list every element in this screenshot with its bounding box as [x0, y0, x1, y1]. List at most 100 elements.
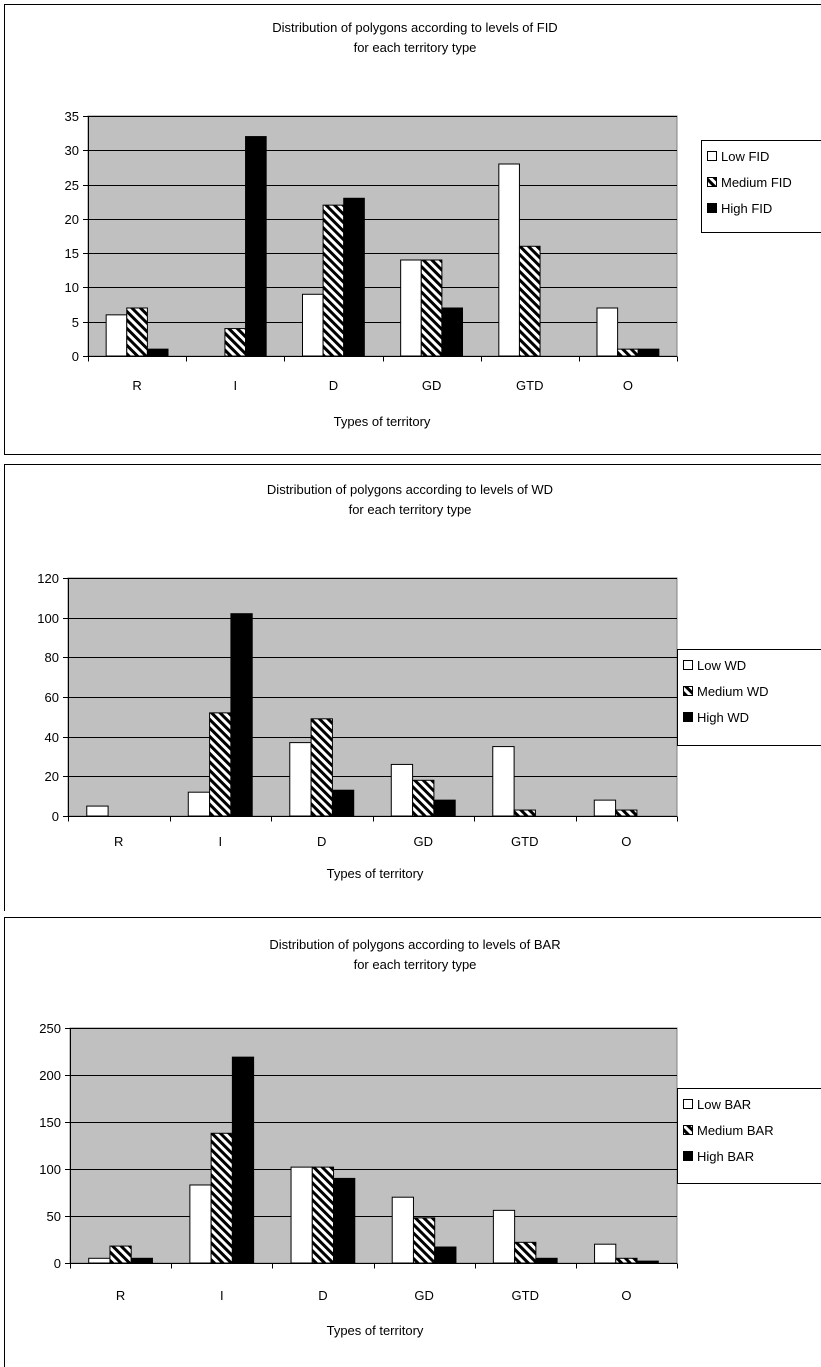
- y-tick-label: 10: [65, 280, 79, 295]
- bar-black: [230, 613, 253, 817]
- bar-white: [105, 314, 128, 357]
- bar-black: [535, 1257, 558, 1264]
- legend-label: High FID: [721, 201, 772, 216]
- bar-hatch: [514, 1241, 537, 1264]
- y-tick-label: 150: [39, 1115, 61, 1130]
- y-tick-label: 60: [45, 690, 59, 705]
- chart-panel-bar: Distribution of polygons according to le…: [0, 915, 821, 1367]
- bar-black: [434, 1246, 457, 1264]
- bar-hatch: [615, 809, 638, 817]
- chart-panel-fid: Distribution of polygons according to le…: [0, 0, 821, 456]
- bar-black: [433, 799, 456, 817]
- legend-label: Medium FID: [721, 175, 792, 190]
- legend-label: Medium WD: [697, 684, 769, 699]
- bar-hatch: [322, 204, 345, 357]
- bar-white: [594, 1243, 617, 1264]
- legend-swatch: [683, 1125, 693, 1135]
- legend-label: High BAR: [697, 1149, 754, 1164]
- category-label: R: [116, 1288, 125, 1303]
- bar-white: [189, 1184, 212, 1264]
- legend-swatch: [707, 177, 717, 187]
- bar-white: [492, 1209, 516, 1264]
- bar-white: [390, 763, 414, 817]
- chart-0: Distribution of polygons according to le…: [4, 4, 821, 455]
- bar-hatch: [311, 1166, 335, 1264]
- bar-hatch: [412, 1217, 436, 1264]
- category-label: I: [220, 1288, 224, 1303]
- bar-white: [400, 259, 422, 357]
- category-label: GD: [414, 1288, 434, 1303]
- bar-white: [86, 805, 109, 817]
- chart-title: Distribution of polygons according to le…: [267, 482, 553, 497]
- chart-subtitle: for each territory type: [354, 957, 477, 972]
- bar-white: [187, 791, 211, 817]
- chart-1: Distribution of polygons according to le…: [4, 464, 821, 911]
- bar-hatch: [412, 779, 435, 817]
- bar-hatch: [420, 259, 443, 357]
- bar-white: [88, 1257, 111, 1264]
- bar-hatch: [126, 307, 148, 357]
- chart-subtitle: for each territory type: [354, 40, 477, 55]
- plot-area: [69, 1027, 678, 1264]
- legend-label: Low WD: [697, 658, 746, 673]
- chart-subtitle: for each territory type: [349, 502, 472, 517]
- legend: Low FID Medium FID High FID: [701, 140, 821, 233]
- category-label: R: [132, 378, 141, 393]
- y-tick-label: 0: [72, 349, 79, 364]
- bar-white: [290, 1166, 313, 1264]
- bar-black: [146, 348, 169, 357]
- bar-hatch: [518, 245, 541, 357]
- bar-hatch: [615, 1257, 638, 1264]
- legend-label: Low FID: [721, 149, 769, 164]
- category-label: GTD: [512, 1288, 539, 1303]
- x-axis-label: Types of territory: [327, 1323, 424, 1338]
- y-tick-label: 250: [39, 1021, 61, 1036]
- category-label: I: [233, 378, 237, 393]
- legend-swatch: [683, 1151, 693, 1161]
- category-label: GTD: [511, 834, 538, 849]
- legend-label: Low BAR: [697, 1097, 751, 1112]
- bar-white: [289, 742, 312, 817]
- legend-swatch: [707, 203, 717, 213]
- y-tick-label: 25: [65, 178, 79, 193]
- y-tick-label: 20: [65, 212, 79, 227]
- category-label: GD: [422, 378, 442, 393]
- legend-swatch: [683, 660, 693, 670]
- category-label: O: [621, 1288, 631, 1303]
- y-tick-label: 20: [45, 769, 59, 784]
- bar-black: [333, 1177, 356, 1264]
- bar-black: [245, 136, 267, 357]
- category-label: GD: [414, 834, 434, 849]
- category-label: GTD: [516, 378, 543, 393]
- bar-white: [492, 746, 515, 817]
- bar-hatch: [210, 1132, 233, 1264]
- x-axis-label: Types of territory: [334, 414, 431, 429]
- y-tick-label: 50: [47, 1209, 61, 1224]
- legend-swatch: [707, 151, 717, 161]
- bar-white: [596, 307, 619, 357]
- legend: Low BAR Medium BAR High BAR: [677, 1088, 821, 1184]
- category-label: D: [317, 834, 326, 849]
- category-label: D: [329, 378, 338, 393]
- category-label: D: [318, 1288, 327, 1303]
- chart-title: Distribution of polygons according to le…: [272, 20, 557, 35]
- bar-black: [637, 348, 660, 357]
- legend-swatch: [683, 1099, 693, 1109]
- y-tick-label: 15: [65, 246, 79, 261]
- bar-white: [498, 163, 520, 357]
- chart-title: Distribution of polygons according to le…: [269, 937, 560, 952]
- y-tick-label: 30: [65, 143, 79, 158]
- bar-black: [231, 1056, 255, 1264]
- plot-area: [87, 115, 678, 357]
- bar-hatch: [617, 348, 639, 357]
- category-label: O: [623, 378, 633, 393]
- bar-black: [331, 789, 355, 817]
- y-tick-label: 40: [45, 730, 59, 745]
- legend-swatch: [683, 712, 693, 722]
- bar-hatch: [224, 328, 247, 357]
- bar-white: [391, 1196, 414, 1264]
- legend-label: Medium BAR: [697, 1123, 774, 1138]
- chart-panel-wd: Distribution of polygons according to le…: [0, 461, 821, 911]
- y-tick-label: 100: [39, 1162, 61, 1177]
- y-tick-label: 200: [39, 1068, 61, 1083]
